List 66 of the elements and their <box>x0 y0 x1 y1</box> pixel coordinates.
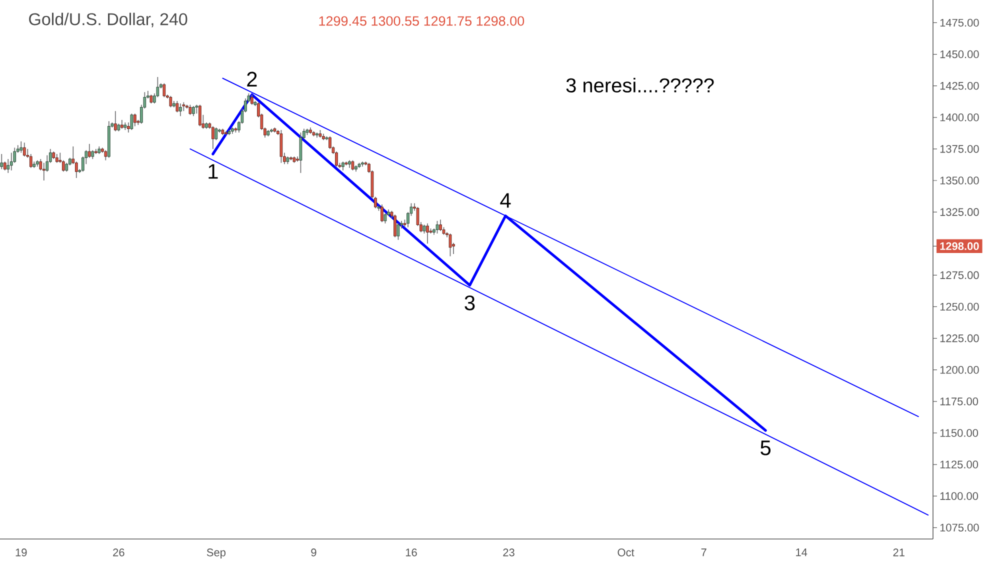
x-tick-label: Oct <box>618 548 634 556</box>
text: Gold/U.S. Dollar, 240 <box>29 12 188 28</box>
candlestick <box>130 113 134 130</box>
candlestick <box>176 100 179 113</box>
y-tick-label: 1100.00 <box>940 492 978 500</box>
candlestick <box>0 154 4 170</box>
candlestick <box>394 214 396 238</box>
x-tick-label: 26 <box>113 548 124 556</box>
candlestick <box>22 142 26 157</box>
x-tick-label: 21 <box>893 548 904 556</box>
y-tick-label: 1298.00 <box>940 242 979 250</box>
candlestick <box>114 110 117 132</box>
x-tick-label: 7 <box>701 548 706 556</box>
y-tick-label: 1075.00 <box>940 524 979 532</box>
y-tick-label: 1400.00 <box>940 114 979 122</box>
annotation: 2 <box>247 72 257 86</box>
y-tick-label: 1375.00 <box>940 145 979 153</box>
x-tick-label: 19 <box>16 548 27 556</box>
candlestick <box>179 103 182 117</box>
candlestick <box>351 160 354 171</box>
candlestick <box>374 196 377 209</box>
y-tick-label: 1250.00 <box>940 302 979 311</box>
candlestick <box>169 95 172 108</box>
text: 1299.45 1300.55 1291.75 1298.00 <box>319 16 524 26</box>
candlestick <box>212 126 214 150</box>
y-tick-label: 1125.00 <box>940 460 978 468</box>
y-tick-label: 1350.00 <box>940 176 979 184</box>
annotation: 4 <box>500 193 511 208</box>
y-tick-label: 1475.00 <box>940 18 979 27</box>
candlestick <box>280 130 283 164</box>
candlestick <box>396 222 400 240</box>
candlestick <box>42 162 46 181</box>
candlestick <box>250 94 254 106</box>
annotation: 1 <box>208 164 218 179</box>
candlestick <box>162 82 166 98</box>
y-tick-label: 1425.00 <box>940 82 979 90</box>
y-tick-label: 1225.00 <box>940 334 979 342</box>
candlestick <box>20 140 23 154</box>
y-tick-label: 1150.00 <box>940 429 978 437</box>
y-tick-label: 1200.00 <box>940 366 979 374</box>
y-tick-label: 1175.00 <box>940 398 978 406</box>
candlestick <box>436 220 439 234</box>
annotation: 3 <box>464 295 475 310</box>
candlestick <box>426 222 429 244</box>
candlestick <box>104 150 108 161</box>
y-tick-label: 1325.00 <box>940 208 979 216</box>
candlestick <box>88 143 91 158</box>
annotation: 3 neresi....????? <box>566 78 714 92</box>
x-tick-label: 9 <box>311 548 316 556</box>
x-tick-label: 23 <box>503 548 514 556</box>
x-tick-label: Sep <box>206 548 226 558</box>
x-tick-label: 16 <box>406 548 417 556</box>
candlestick <box>299 132 302 174</box>
candlestick <box>380 204 384 223</box>
candlestick <box>192 106 195 117</box>
annotation: 5 <box>760 440 771 456</box>
y-tick-label: 1450.00 <box>940 50 979 58</box>
candlestick <box>188 104 192 116</box>
candlestick <box>214 127 218 141</box>
y-tick-label: 1275.00 <box>940 271 979 280</box>
candlestick <box>384 212 387 224</box>
candlestick <box>133 113 136 127</box>
candlestick <box>198 104 202 127</box>
candlestick <box>126 122 130 133</box>
candlestick <box>439 219 442 232</box>
x-tick-label: 14 <box>796 548 808 556</box>
